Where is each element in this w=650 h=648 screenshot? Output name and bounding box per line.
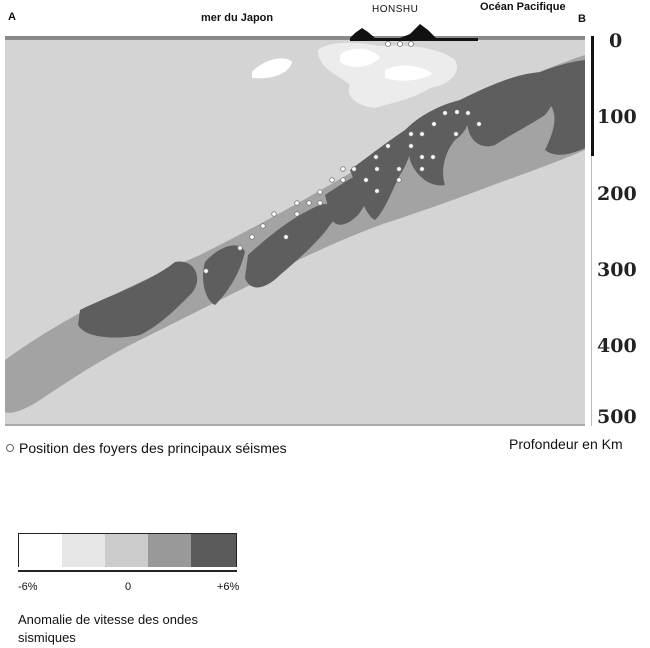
earthquake-focus: [430, 154, 436, 160]
scale-swatch-2: [62, 534, 105, 567]
earthquake-focus: [454, 109, 460, 115]
depth-tick-400: 400: [597, 335, 637, 357]
scale-tick-zero: 0: [125, 581, 132, 593]
slab-dark-anomaly-2: [203, 245, 245, 305]
earthquake-focus: [374, 166, 380, 172]
slab-dark-anomaly-8: [520, 60, 585, 155]
earthquake-focus: [431, 121, 437, 127]
sea-of-japan-label: mer du Japon: [201, 12, 274, 24]
earthquake-focus: [408, 41, 414, 47]
earthquake-focus: [351, 166, 357, 172]
scale-swatch-1: [19, 534, 62, 567]
slab-dark-anomaly-7: [460, 72, 556, 147]
earthquake-focus: [476, 121, 482, 127]
earthquake-focus: [465, 110, 471, 116]
foci-legend: Position des foyers des principaux séism…: [6, 440, 287, 456]
depth-axis-line: [591, 156, 592, 426]
depth-axis-bar: [591, 36, 594, 156]
scale-tick-minus6: -6%: [18, 581, 38, 593]
earthquake-focus: [396, 177, 402, 183]
earthquake-focus: [408, 131, 414, 137]
slab-dark-anomaly-6: [405, 100, 470, 186]
point-a-label: A: [8, 11, 16, 23]
depth-tick-300: 300: [597, 259, 637, 281]
earthquake-focus: [363, 177, 369, 183]
earthquake-focus: [408, 143, 414, 149]
pacific-ocean-label: Océan Pacifique: [480, 1, 566, 13]
earthquake-focus: [385, 41, 391, 47]
earthquake-focus: [283, 234, 289, 240]
earthquake-focus: [317, 200, 323, 206]
earthquake-focus: [397, 41, 403, 47]
cross-section-diagram: [5, 24, 594, 426]
scale-swatch-4: [148, 534, 191, 567]
depth-tick-500: 500: [597, 406, 637, 428]
scale-tick-plus6: +6%: [217, 581, 240, 593]
white-anomaly-zone: [340, 48, 380, 67]
depth-tick-200: 200: [597, 183, 637, 205]
earthquake-focus: [419, 154, 425, 160]
earthquake-focus: [317, 189, 323, 195]
earthquake-focus: [306, 200, 312, 206]
white-anomaly-zone-2: [385, 65, 432, 81]
slab-dark-anomaly-1: [78, 261, 198, 338]
earthquake-focus: [442, 110, 448, 116]
white-anomaly-zone-3: [252, 58, 292, 79]
earthquake-focus: [453, 131, 459, 137]
scale-axis-line: [18, 570, 237, 572]
scale-swatch-3: [105, 534, 148, 567]
surface-line: [5, 36, 585, 40]
honshu-landmass: [350, 24, 478, 41]
depth-unit-label: Profondeur en Km: [509, 436, 623, 452]
earthquake-focus: [374, 188, 380, 194]
earthquake-focus: [237, 245, 243, 251]
earthquake-focus: [271, 211, 277, 217]
velocity-scale-bar: [18, 533, 237, 567]
earthquake-focus: [340, 177, 346, 183]
earthquake-focus: [203, 268, 209, 274]
depth-tick-0: 0: [609, 30, 623, 52]
scale-swatch-5: [191, 534, 236, 567]
honshu-label: HONSHU: [372, 4, 419, 15]
earthquake-focus: [294, 200, 300, 206]
earthquake-focus: [340, 166, 346, 172]
earthquake-focus: [373, 154, 379, 160]
earthquake-focus: [294, 211, 300, 217]
section-bottom-border: [5, 424, 585, 426]
earthquake-focus: [419, 166, 425, 172]
point-b-label: B: [578, 13, 586, 25]
earthquake-foci: [203, 41, 482, 274]
earthquake-focus: [396, 166, 402, 172]
earthquake-focus: [329, 177, 335, 183]
depth-tick-100: 100: [597, 106, 637, 128]
earthquake-focus: [260, 223, 266, 229]
earthquake-focus: [249, 234, 255, 240]
focus-marker-icon: [6, 444, 14, 453]
earthquake-focus: [385, 143, 391, 149]
scale-title: Anomalie de vitesse des ondes sismiques: [18, 612, 198, 645]
foci-legend-label: Position des foyers des principaux séism…: [19, 440, 287, 456]
slab-dark-anomaly-5: [350, 130, 412, 220]
slab-dark-anomaly-3: [245, 204, 336, 288]
earthquake-focus: [419, 131, 425, 137]
